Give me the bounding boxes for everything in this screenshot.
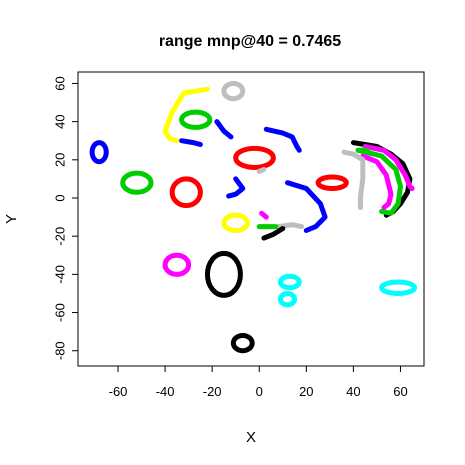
y-axis: -80 -60 -40 -20 0 20 40 60: [53, 76, 79, 360]
point-cluster-4: [204, 250, 243, 298]
point-trail-19: [285, 180, 328, 233]
point-cluster-11: [221, 80, 246, 102]
point-trail-22: [259, 210, 269, 220]
point-trail-23: [261, 226, 286, 241]
point-cluster-8: [277, 290, 298, 308]
plot-points: [89, 80, 418, 354]
x-tick-label: 40: [346, 384, 360, 399]
y-tick-label: 20: [53, 153, 68, 167]
point-trail-29: [341, 149, 366, 210]
x-tick-label: 60: [393, 384, 407, 399]
point-trail-28: [355, 147, 403, 216]
point-trail-18: [226, 176, 246, 199]
x-tick-label: -20: [203, 384, 222, 399]
point-trail-17: [263, 126, 302, 153]
point-cluster-3: [169, 176, 203, 209]
y-tick-label: -80: [53, 341, 68, 360]
plot-frame: [77, 71, 425, 367]
y-tick-label: -60: [53, 303, 68, 322]
point-cluster-2: [162, 252, 192, 277]
y-axis-label: Y: [3, 214, 20, 224]
point-cluster-13: [315, 174, 349, 191]
chart-title: range mnp@40 = 0.7465: [159, 33, 341, 50]
x-tick-label: -40: [156, 384, 175, 399]
point-cluster-9: [379, 279, 418, 296]
point-cluster-5: [230, 332, 255, 354]
point-cluster-10: [179, 109, 213, 130]
x-tick-label: 20: [299, 384, 313, 399]
point-cluster-12: [233, 145, 276, 170]
point-cluster-6: [221, 212, 250, 233]
point-cluster-0: [89, 140, 109, 165]
y-tick-label: -20: [53, 227, 68, 246]
y-tick-label: 0: [53, 194, 68, 201]
y-tick-label: 60: [53, 76, 68, 90]
point-trail-27: [360, 153, 394, 210]
point-trail-24: [256, 166, 267, 174]
y-tick-label: 40: [53, 114, 68, 128]
x-tick-label: 0: [256, 384, 263, 399]
x-axis: -60 -40 -20 0 20 40 60: [109, 365, 408, 399]
point-trail-26: [362, 144, 415, 191]
y-tick-label: -40: [53, 265, 68, 284]
point-trail-16: [214, 119, 234, 140]
point-cluster-1: [120, 170, 154, 195]
x-axis-label: X: [246, 429, 256, 446]
x-tick-label: -60: [109, 384, 128, 399]
point-trail-20: [275, 222, 305, 230]
point-trail-14: [162, 86, 210, 144]
point-trail-15: [179, 138, 203, 147]
point-cluster-7: [277, 273, 302, 291]
